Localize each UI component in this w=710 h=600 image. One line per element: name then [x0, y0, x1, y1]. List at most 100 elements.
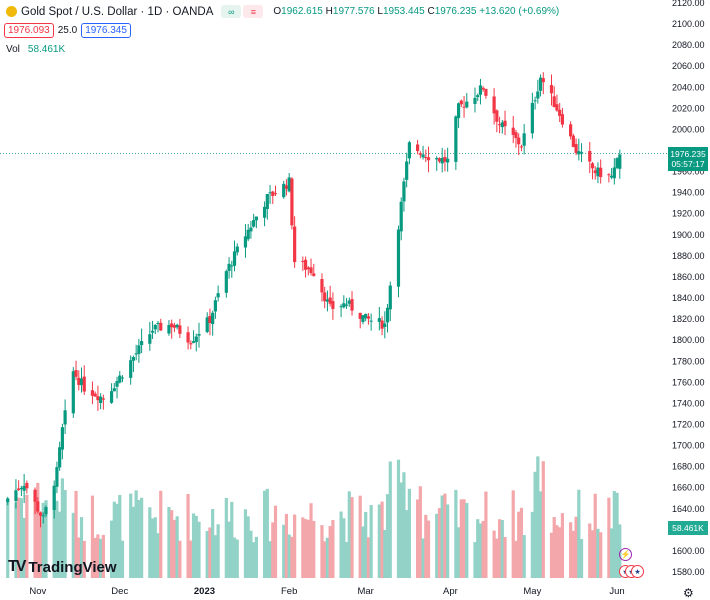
lightning-icon[interactable]: ⚡ [619, 548, 632, 561]
us-flag-icon[interactable]: ★ [631, 565, 644, 578]
symbol-title[interactable]: Gold Spot / U.S. Dollar · 1D · OANDA [21, 5, 214, 18]
volume-bar [569, 522, 573, 578]
volume-bar [339, 511, 343, 578]
price-tick-label: 1800.00 [672, 335, 705, 345]
candle-body [328, 297, 332, 304]
price-tick-label: 1940.00 [672, 188, 705, 198]
volume-bar [320, 525, 324, 578]
market-type-button[interactable]: ≡ [243, 5, 264, 18]
volume-bar [443, 493, 447, 578]
candle-body [115, 381, 119, 387]
gear-icon[interactable]: ⚙ [683, 586, 694, 600]
volume-bar [500, 520, 504, 578]
candle-body [473, 97, 477, 104]
candle-body [399, 201, 403, 232]
candle-body [364, 313, 368, 319]
volume-bar [555, 525, 559, 578]
volume-bar [388, 461, 392, 578]
volume-bar [364, 511, 368, 578]
candle-body [137, 345, 141, 354]
candle-body [533, 100, 537, 102]
candle-body [538, 77, 543, 91]
volume-bar [560, 513, 565, 578]
price-tick-label: 2120.00 [672, 0, 705, 8]
volume-bar [36, 482, 40, 578]
candle-body [366, 316, 371, 319]
price-tick-label: 1900.00 [672, 230, 705, 240]
candle-body [331, 301, 335, 309]
candle-body [569, 124, 573, 137]
candle-body [407, 142, 412, 159]
volume-bar [323, 541, 327, 578]
volume-bar [109, 520, 114, 578]
volume-bar [44, 500, 48, 578]
time-tick-label: May [523, 586, 541, 597]
candle-body [172, 325, 177, 328]
volume-bar [402, 472, 406, 578]
price-tick-label: 1840.00 [672, 293, 705, 303]
volume-bar [481, 520, 485, 578]
candle-body [350, 299, 354, 311]
candle-body [497, 124, 502, 126]
volume-bar [599, 532, 603, 578]
market-status-button[interactable]: ∞ [221, 5, 242, 18]
volume-bar [153, 517, 157, 578]
volume-bar [265, 488, 269, 578]
volume-bar [533, 471, 537, 578]
time-axis[interactable]: Nov Dec 2023 Feb Mar Apr May Jun [29, 586, 624, 597]
volume-bar [205, 530, 209, 578]
price-axis[interactable]: 1580.001600.001620.001640.001660.001680.… [672, 0, 705, 577]
candle-body [517, 137, 521, 145]
volume-bar [522, 535, 526, 578]
candle-body [361, 315, 365, 322]
volume-bar [612, 491, 616, 578]
sell-button[interactable]: 1976.093 [4, 23, 54, 38]
volume-bar [530, 511, 534, 578]
volume-bar [79, 517, 84, 578]
candle-body [465, 101, 469, 108]
volume-bar [462, 499, 466, 578]
volume-label: Vol [6, 44, 20, 55]
candle-body [574, 144, 578, 153]
volume-bar [254, 536, 258, 578]
volume-bar [249, 530, 253, 578]
price-tick-label: 2080.00 [672, 40, 705, 50]
price-tick-label: 1820.00 [672, 314, 705, 324]
volume-bar [55, 500, 59, 578]
last-price: 1976.235 [670, 149, 706, 159]
time-tick-label: 2023 [194, 586, 215, 597]
volume-bar [426, 520, 431, 578]
candle-body [437, 158, 442, 162]
buy-button[interactable]: 1976.345 [81, 23, 131, 38]
candle-body [293, 226, 297, 263]
volume-bar [41, 502, 45, 578]
candle-body [577, 151, 581, 155]
candle-body [44, 507, 48, 515]
tradingview-logo[interactable]: TV TradingView [8, 558, 117, 576]
volume-bar [71, 512, 75, 578]
price-tick-label: 1600.00 [672, 546, 705, 556]
price-tick-label: 2060.00 [672, 61, 705, 71]
candle-body [41, 515, 45, 517]
candle-body [71, 371, 75, 414]
volume-bar [610, 528, 614, 578]
volume-bar [301, 517, 305, 578]
price-tick-label: 1580.00 [672, 567, 705, 577]
candle-body [454, 116, 458, 162]
price-tick-label: 2100.00 [672, 19, 705, 29]
volume-bar [282, 524, 286, 578]
candle-body [358, 312, 362, 319]
candle-body [593, 170, 597, 174]
volume-bar [17, 497, 21, 578]
volume-bar [465, 502, 469, 578]
candle-body [396, 229, 401, 287]
candle-body [120, 377, 125, 379]
volume-bar [77, 537, 81, 578]
price-tick-label: 1720.00 [672, 419, 705, 429]
time-tick-label: Nov [29, 586, 46, 597]
price-tick-label: 1880.00 [672, 251, 705, 261]
volume-bar [33, 500, 37, 578]
volume-bar [213, 535, 217, 578]
volume-bar [342, 518, 346, 578]
